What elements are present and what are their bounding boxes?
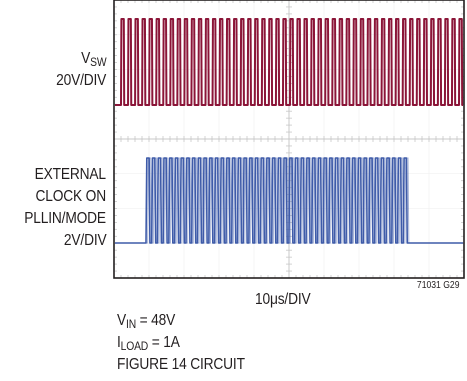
iload-value: = 1A [148,334,180,351]
vin-condition: VIN = 48V [117,310,175,331]
iload-sub: LOAD [120,339,149,353]
scope-traces [115,18,465,244]
vsw-scale: 20V/DIV [55,72,106,89]
clock-trace [115,157,463,244]
vsw-label-main: V [80,50,90,67]
vsw-label-sub: SW [89,55,106,69]
clock-label-line-4: 2V/DIV [63,232,106,249]
vin-sub: IN [126,317,137,331]
clock-trace-persistence [116,157,465,244]
vsw-label: VSW [81,48,106,69]
clock-label-line-1: EXTERNAL [34,166,106,183]
figure-code: 71031 G29 [416,280,459,291]
circuit-condition: FIGURE 14 CIRCUIT [117,356,245,373]
vin-main: V [117,312,127,329]
x-axis-label: 10μs/DIV [255,291,311,308]
vsw-trace [115,18,464,106]
iload-condition: ILOAD = 1A [117,332,180,353]
scope-frame [113,0,465,279]
vin-value: = 48V [136,312,176,329]
iload-main: I [117,334,121,351]
clock-label-line-3: PLLIN/MODE [24,210,106,227]
clock-label-line-2: CLOCK ON [35,188,106,205]
